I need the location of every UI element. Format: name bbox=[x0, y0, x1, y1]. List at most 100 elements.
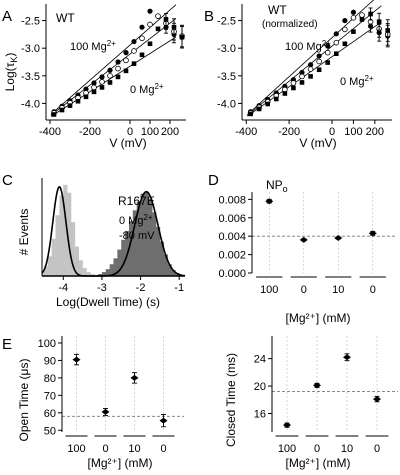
panel-e-right-point bbox=[343, 354, 351, 361]
panel-c-condition-v: -80 mV bbox=[119, 230, 155, 242]
panel-c-bar-open bbox=[42, 274, 45, 276]
panel-a-xtick-label: -400 bbox=[39, 126, 61, 138]
panel-c-bar-open bbox=[86, 272, 91, 276]
panel-c-bar-open bbox=[63, 184, 68, 276]
panel-a-ytick-label: -2.5 bbox=[21, 16, 40, 28]
panel-e-right-xtick-label: 10 bbox=[341, 443, 353, 455]
panel-a-point-100mg bbox=[83, 86, 89, 92]
panel-e-left-ytick-label: 50 bbox=[44, 425, 56, 437]
panel-a-ylabel-main: Log(τ bbox=[3, 62, 17, 91]
panel-a-xtick-label: -200 bbox=[79, 126, 101, 138]
panel-b-xtick-label: -200 bbox=[278, 126, 300, 138]
panel-a-point-0mg bbox=[99, 85, 105, 90]
panel-c-bar-closed bbox=[109, 264, 114, 276]
panel-c-bar-open bbox=[47, 256, 52, 276]
panel-e-right-xtick-label: 100 bbox=[278, 443, 296, 455]
panel-b-point-mid bbox=[333, 39, 340, 46]
panel-e-right-ytick-label: 16 bbox=[254, 408, 266, 420]
panel-c-bar-open bbox=[90, 274, 95, 276]
panel-c-condition-mg: 0 Mg2+ bbox=[119, 213, 153, 227]
panel-c-bar-closed bbox=[144, 191, 149, 276]
panel-a-point-mid bbox=[115, 65, 121, 72]
panel-a-ylabel: Log(τK) bbox=[3, 53, 19, 92]
panel-b-ytick-label: -3.5 bbox=[217, 71, 236, 83]
panel-a-point-0mg bbox=[107, 80, 113, 85]
panel-a-point-0mg bbox=[171, 24, 177, 30]
panel-b: B WT (normalized) -400 -200 0 100 200 -2.5 -3.… bbox=[204, 0, 392, 150]
panel-a-ytick-label: -3.5 bbox=[21, 71, 40, 83]
panel-b-plot: -400 -200 0 100 200 -2.5 -3.0 -3.5 -4.0 bbox=[217, 0, 392, 138]
panel-c-bar-closed bbox=[148, 198, 153, 276]
panel-e-left-xtick-label: 10 bbox=[128, 443, 140, 455]
panel-e-left-point bbox=[72, 356, 81, 363]
panel-b-subtitle: (normalized) bbox=[262, 19, 318, 30]
panel-b-point-0mg bbox=[342, 41, 348, 47]
panel-b-point-100mg bbox=[307, 62, 314, 68]
panel-b-point-0mg bbox=[248, 111, 253, 117]
panel-b-point-mid bbox=[307, 66, 314, 72]
panel-a-point-0mg bbox=[131, 61, 137, 66]
panel-b-point-0mg bbox=[368, 11, 373, 17]
panel-a-ytick-label: -3.0 bbox=[21, 43, 40, 55]
panel-a-point-mid bbox=[155, 13, 161, 19]
panel-a-point-0mg bbox=[67, 103, 73, 108]
panel-e-left-point bbox=[101, 408, 110, 415]
panel-b-point-mid bbox=[316, 58, 322, 65]
panel-b-point-100mg bbox=[333, 31, 339, 37]
panel-a-point-0mg bbox=[59, 107, 65, 113]
panel-b-xtick-label: 0 bbox=[329, 126, 335, 138]
panel-a-point-0mg bbox=[91, 89, 97, 95]
panel-c-bar-open bbox=[82, 268, 87, 276]
panel-d-ytick-label: 0.006 bbox=[218, 213, 246, 225]
panel-c-bar-closed bbox=[156, 227, 161, 276]
panel-b-point-0mg bbox=[273, 96, 279, 102]
panel-a-xlabel: V (mV) bbox=[109, 136, 146, 150]
panel-b-fit-line-1 bbox=[247, 5, 382, 116]
panel-a-point-0mg bbox=[139, 52, 145, 58]
panel-e-left-point bbox=[130, 374, 139, 381]
panel-b-xtick-label: 200 bbox=[366, 126, 384, 138]
panel-b-point-mid bbox=[290, 80, 297, 86]
panel-c-ylabel: # Events bbox=[17, 209, 31, 256]
panel-b-point-mid bbox=[359, 12, 365, 18]
panel-b-point-100mg bbox=[299, 69, 305, 76]
panel-e-left-xtick-label: 100 bbox=[67, 443, 85, 455]
panel-b-point-0mg bbox=[291, 85, 296, 91]
panel-b-point-0mg bbox=[316, 67, 322, 73]
panel-d-ytick-label: 0.000 bbox=[218, 268, 246, 280]
panel-c-xtick-label: -3 bbox=[97, 282, 107, 294]
panel-b-ytick-label: -2.5 bbox=[217, 16, 236, 28]
panel-b-title: WT bbox=[268, 3, 287, 17]
panel-c-bar-open bbox=[55, 215, 60, 276]
panel-c-bar-open bbox=[43, 266, 49, 276]
panel-e-left-xtick-label: 0 bbox=[160, 443, 166, 455]
panel-a-point-mid bbox=[107, 73, 113, 79]
panel-b-ytick-label: -3.0 bbox=[217, 43, 236, 55]
panel-d-point bbox=[368, 230, 377, 237]
panel-a-point-0mg bbox=[163, 17, 169, 22]
panel-a-xtick-label: 100 bbox=[141, 126, 159, 138]
panel-b-point-0mg bbox=[351, 29, 356, 34]
panel-c-bar-closed bbox=[159, 241, 165, 276]
panel-d-xtick-label: 10 bbox=[332, 284, 344, 296]
panel-a-point-0mg bbox=[179, 34, 185, 40]
panel-e-right-point bbox=[283, 422, 291, 429]
panel-e-left-point bbox=[159, 417, 168, 424]
panel-d-ytick-label: 0.004 bbox=[218, 231, 246, 243]
panel-b-letter: B bbox=[204, 8, 214, 25]
panel-c-xlabel: Log(Dwell Time) (s) bbox=[56, 295, 160, 309]
panel-c-bar-closed bbox=[128, 221, 134, 276]
panel-a-ytick-label: -4.0 bbox=[21, 98, 40, 110]
panel-e-left-ytick-label: 70 bbox=[44, 390, 56, 402]
panel-c-bar-open bbox=[59, 195, 64, 276]
panel-b-point-0mg bbox=[376, 19, 382, 24]
panel-a-point-100mg bbox=[91, 80, 97, 86]
panel-a-point-100mg bbox=[115, 59, 121, 65]
panel-d-xlabel: [Mg²⁺] (mM) bbox=[286, 311, 351, 325]
panel-c-bar-closed bbox=[98, 274, 103, 276]
